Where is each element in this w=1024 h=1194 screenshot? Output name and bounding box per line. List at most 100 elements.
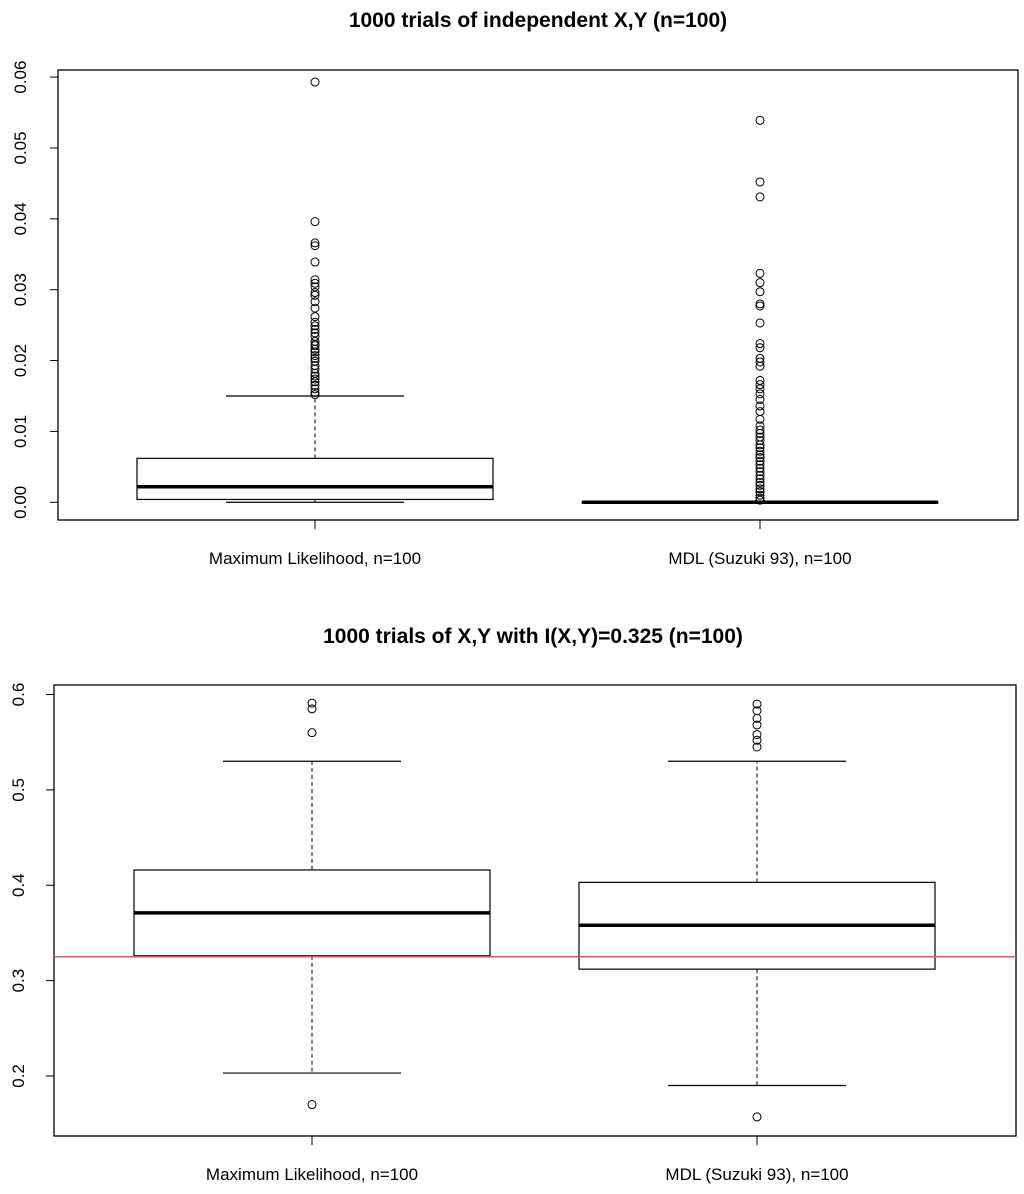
outlier-point	[307, 704, 317, 714]
outlier-point	[755, 407, 765, 417]
outlier-point	[755, 480, 765, 490]
outlier-point	[755, 115, 765, 125]
outlier-point	[310, 312, 320, 322]
outlier-point	[755, 460, 765, 470]
outlier-point	[310, 288, 320, 298]
chart-title: 1000 trials of independent X,Y (n=100)	[349, 9, 727, 32]
chart-panel-independent: 1000 trials of independent X,Y (n=100) 0…	[11, 9, 1019, 568]
outlier-point	[310, 328, 320, 338]
outlier-point	[752, 1112, 762, 1122]
outlier-point	[755, 395, 765, 405]
outlier-point	[310, 303, 320, 313]
outlier-point	[755, 192, 765, 202]
outlier-point	[755, 177, 765, 187]
outlier-point	[755, 446, 765, 456]
outlier-point	[755, 343, 765, 353]
outlier-point	[310, 217, 320, 227]
outlier-point	[310, 344, 320, 354]
outlier-point	[310, 321, 320, 331]
box-group	[581, 115, 939, 505]
y-tick-label: 0.6	[9, 683, 28, 707]
category-label: Maximum Likelihood, n=100	[206, 1165, 418, 1184]
outlier-point	[752, 713, 762, 723]
x-axis: Maximum Likelihood, n=100 MDL (Suzuki 93…	[209, 520, 852, 568]
y-tick-label: 0.01	[11, 415, 30, 448]
outlier-point	[755, 443, 765, 453]
outlier-point	[310, 371, 320, 381]
outlier-point	[307, 728, 317, 738]
outlier-point	[752, 699, 762, 709]
box-group	[136, 77, 494, 503]
outlier-point	[755, 493, 765, 503]
outlier-point	[310, 275, 320, 285]
outlier-point	[752, 730, 762, 740]
outlier-point	[755, 301, 765, 311]
category-label: MDL (Suzuki 93), n=100	[668, 549, 851, 568]
outlier-point	[310, 347, 320, 357]
box	[136, 457, 494, 501]
y-tick-label: 0.3	[9, 969, 28, 993]
plot-frame	[57, 69, 1019, 521]
y-tick-label: 0.2	[9, 1064, 28, 1088]
outlier-point	[310, 290, 320, 300]
chart-panel-dependent: 1000 trials of X,Y with I(X,Y)=0.325 (n=…	[9, 625, 1017, 1184]
outlier-point	[755, 401, 765, 411]
y-tick-label: 0.06	[11, 61, 30, 94]
outlier-point	[755, 456, 765, 466]
box-series	[136, 77, 939, 505]
outlier-point	[755, 467, 765, 477]
outlier-point	[752, 735, 762, 745]
x-axis: Maximum Likelihood, n=100 MDL (Suzuki 93…	[206, 1136, 849, 1184]
y-tick-label: 0.02	[11, 344, 30, 377]
outlier-point	[310, 297, 320, 307]
outlier-point	[310, 241, 320, 251]
outlier-point	[310, 238, 320, 248]
chart-title: 1000 trials of X,Y with I(X,Y)=0.325 (n=…	[323, 625, 743, 648]
outlier-point	[755, 380, 765, 390]
outlier-point	[755, 287, 765, 297]
outlier-point	[755, 477, 765, 487]
outlier-point	[310, 77, 320, 87]
outlier-point	[310, 341, 320, 351]
y-tick-label: 0.05	[11, 131, 30, 164]
outlier-point	[310, 390, 320, 400]
outlier-point	[755, 278, 765, 288]
y-tick-label: 0.5	[9, 778, 28, 802]
outlier-point	[755, 299, 765, 309]
category-label: Maximum Likelihood, n=100	[209, 549, 421, 568]
outlier-point	[755, 268, 765, 278]
outlier-point	[755, 414, 765, 424]
outlier-point	[310, 353, 320, 363]
outlier-point	[310, 384, 320, 394]
outlier-point	[755, 375, 765, 385]
outlier-point	[307, 698, 317, 708]
y-axis: 0.2 0.3 0.4 0.5 0.6	[9, 683, 55, 1088]
outlier-point	[755, 436, 765, 446]
outlier-point	[755, 440, 765, 450]
outlier-point	[310, 364, 320, 374]
outlier-point	[755, 450, 765, 460]
outlier-point	[310, 278, 320, 288]
outlier-point	[755, 384, 765, 394]
outlier-point	[310, 380, 320, 390]
y-tick-label: 0.4	[9, 873, 28, 897]
outlier-point	[755, 357, 765, 367]
outlier-point	[752, 742, 762, 752]
outlier-point	[755, 495, 765, 505]
box-series	[133, 698, 936, 1122]
y-tick-label: 0.03	[11, 273, 30, 306]
outlier-point	[310, 317, 320, 327]
outlier-point	[755, 470, 765, 480]
outlier-point	[755, 490, 765, 500]
outlier-point	[310, 351, 320, 361]
outlier-point	[755, 487, 765, 497]
box-group	[133, 698, 491, 1110]
outlier-point	[755, 474, 765, 484]
outlier-point	[307, 1100, 317, 1110]
y-tick-label: 0.04	[11, 202, 30, 235]
outlier-point	[755, 463, 765, 473]
outlier-point	[755, 484, 765, 494]
outlier-point	[755, 339, 765, 349]
outlier-point	[310, 282, 320, 292]
